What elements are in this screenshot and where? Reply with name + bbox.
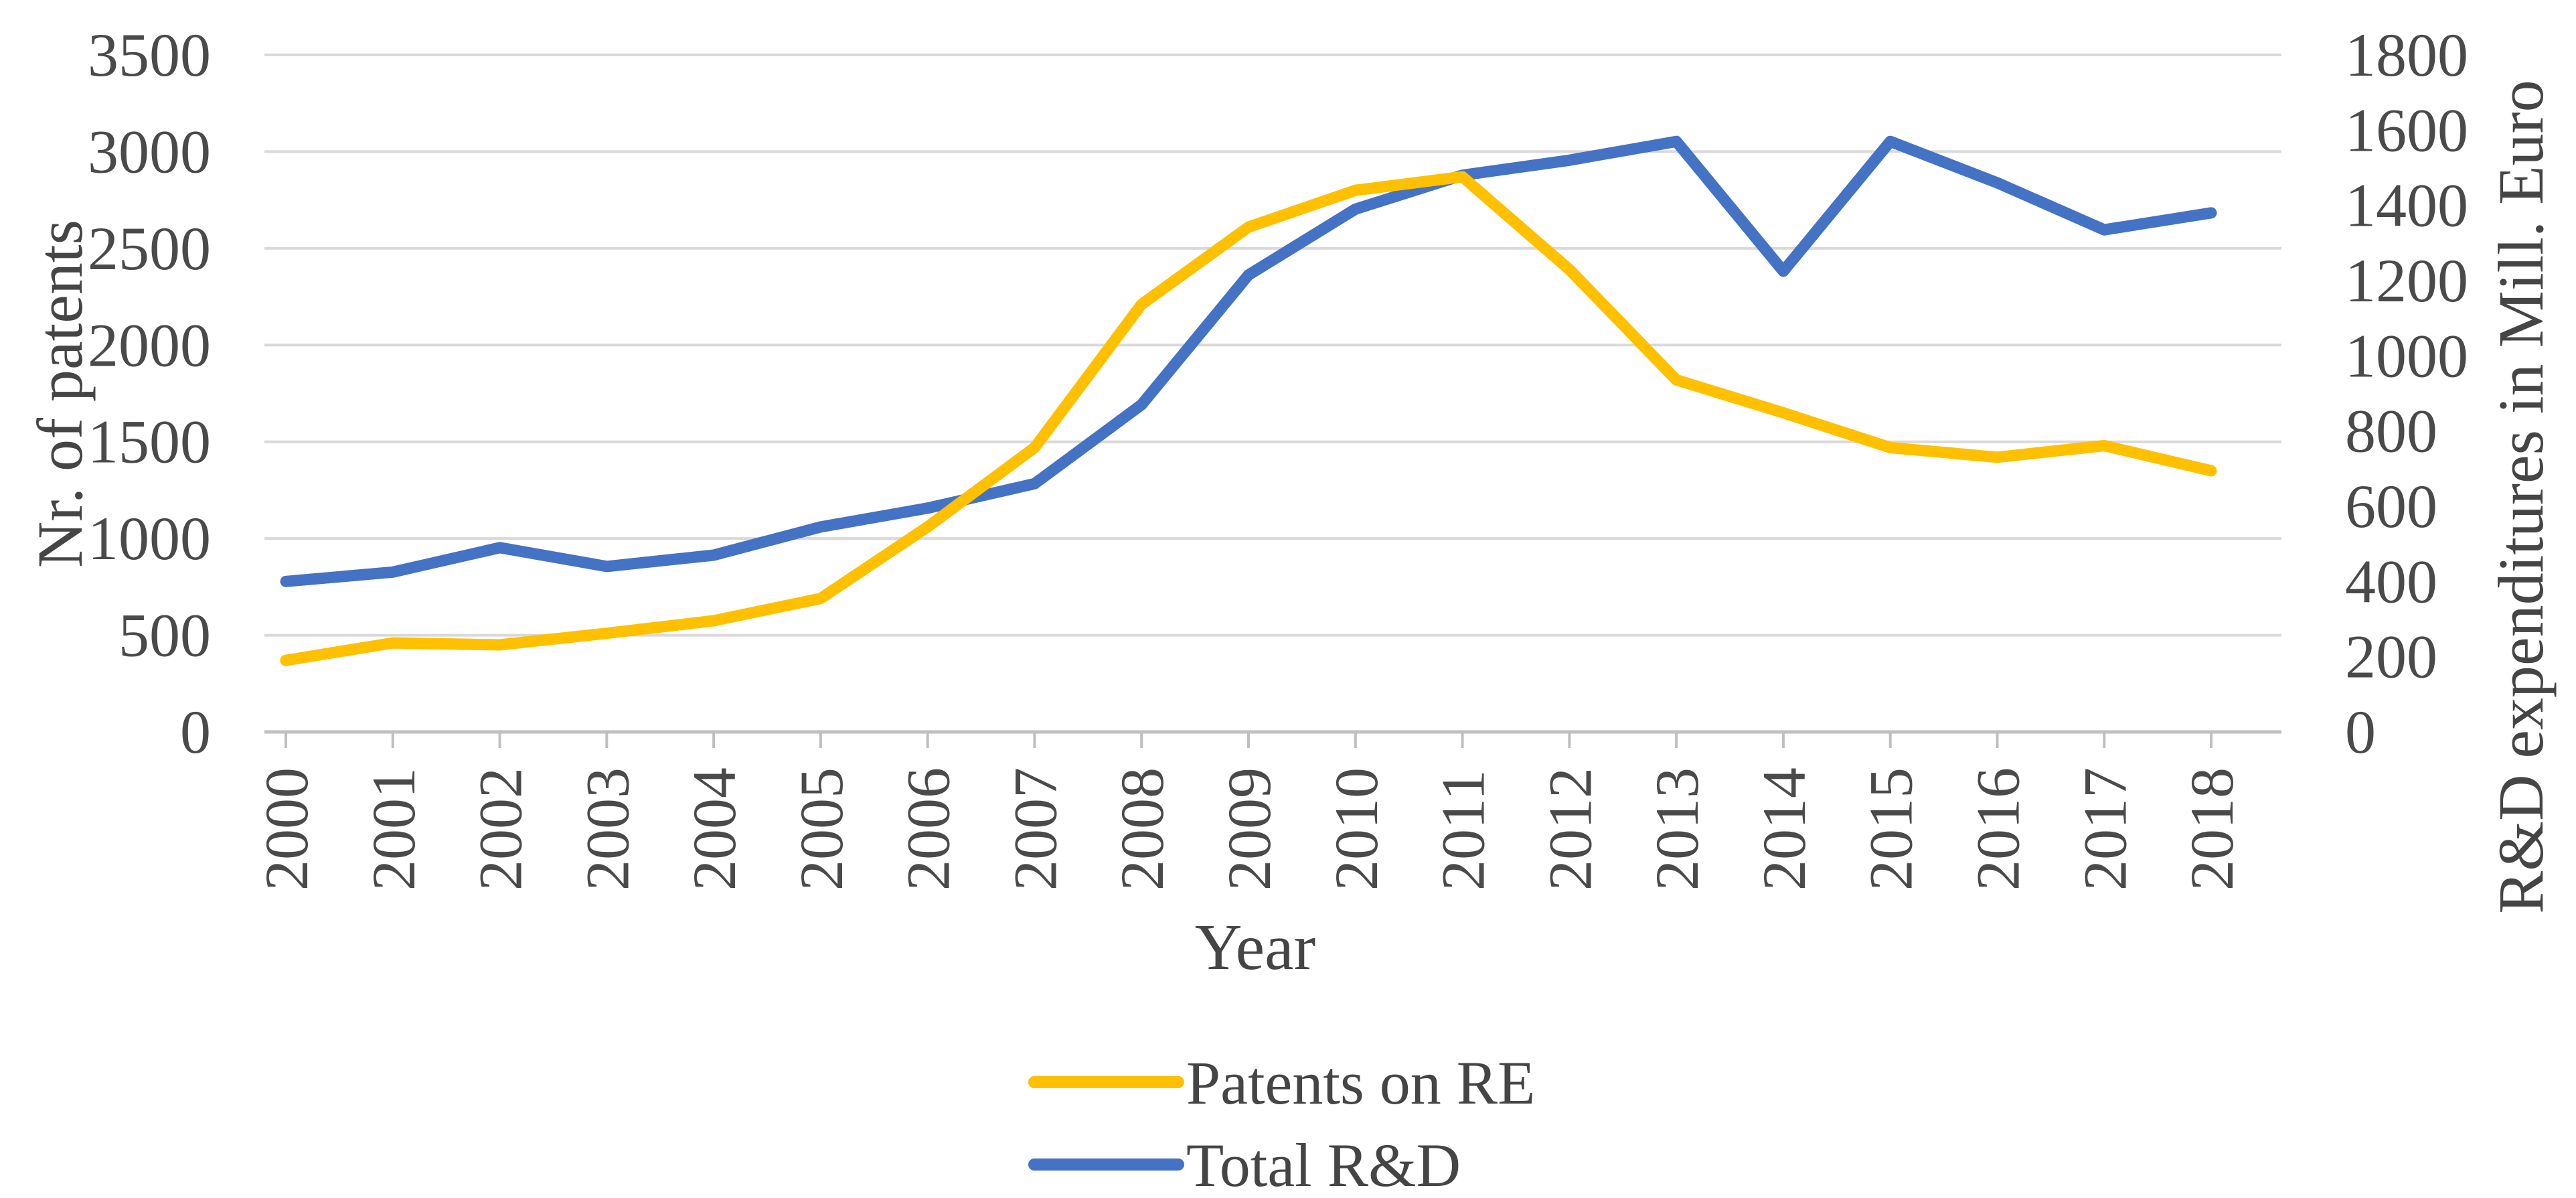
y-right-tick-label: 1400: [2345, 171, 2468, 240]
y-left-tick-label: 1000: [88, 504, 211, 573]
y-right-tick-label: 400: [2345, 547, 2437, 615]
left-axis-tick-labels: 0 500 1000 1500 2000 2500 3000 3500: [88, 21, 211, 766]
x-tick-label: 2001: [359, 767, 428, 891]
y-left-tick-label: 2500: [88, 214, 211, 283]
x-tick-label: 2005: [787, 767, 856, 891]
y-left-tick-label: 0: [180, 698, 211, 766]
y-right-tick-label: 1600: [2345, 96, 2468, 164]
y-left-tick-label: 500: [118, 601, 211, 670]
x-tick-label: 2017: [2071, 767, 2139, 891]
right-axis-title: R&D expenditures in Mill. Euro: [2485, 80, 2557, 913]
legend: Patents on RE Total R&D: [1028, 1049, 1535, 1198]
x-tick-label: 2011: [1429, 769, 1498, 891]
y-right-tick-label: 600: [2345, 472, 2437, 540]
legend-label-total-r-d: Total R&D: [1186, 1131, 1461, 1198]
x-tick-label: 2016: [1963, 767, 2032, 891]
x-tick-label: 2003: [573, 767, 641, 891]
y-right-tick-label: 0: [2345, 698, 2376, 766]
y-left-tick-label: 2000: [88, 311, 211, 379]
left-axis-title: Nr. of patents: [24, 220, 96, 568]
x-tick-label: 2000: [252, 767, 321, 891]
x-tick-label: 2006: [894, 767, 963, 891]
x-tick-label: 2009: [1215, 767, 1283, 891]
y-left-tick-label: 3500: [88, 21, 211, 89]
series-line-patents-on-re: [280, 171, 2217, 666]
series-line-total-r-d: [280, 135, 2217, 587]
x-tick-label: 2012: [1536, 767, 1604, 891]
y-right-tick-label: 800: [2345, 397, 2437, 465]
x-tick-label: 2007: [1001, 767, 1069, 891]
y-left-tick-label: 3000: [88, 117, 211, 185]
x-tick-label: 2015: [1857, 767, 1925, 891]
y-left-tick-label: 1500: [88, 408, 211, 476]
y-right-tick-label: 1000: [2345, 321, 2468, 390]
gridlines: [264, 54, 2281, 637]
x-tick-label: 2010: [1322, 767, 1390, 891]
data-series: [280, 135, 2217, 666]
y-right-tick-label: 1200: [2345, 246, 2468, 315]
x-tick-label: 2013: [1643, 767, 1711, 891]
x-tick-label: 2004: [680, 767, 748, 891]
x-tick-label: 2018: [2178, 767, 2246, 891]
x-tick-label: 2002: [467, 767, 535, 891]
x-axis-title: Year: [1195, 911, 1316, 984]
y-right-tick-label: 200: [2345, 623, 2437, 691]
x-axis-tick-labels: 2000 2001 2002 2003 2004 2005 2006 2007 2008 2009…: [252, 767, 2246, 891]
x-tick-label: 2014: [1750, 767, 1818, 891]
x-tick-label: 2008: [1108, 767, 1176, 891]
y-right-tick-label: 1800: [2345, 21, 2468, 89]
x-axis: [264, 730, 2281, 748]
legend-label-patents-on-re: Patents on RE: [1186, 1049, 1535, 1117]
